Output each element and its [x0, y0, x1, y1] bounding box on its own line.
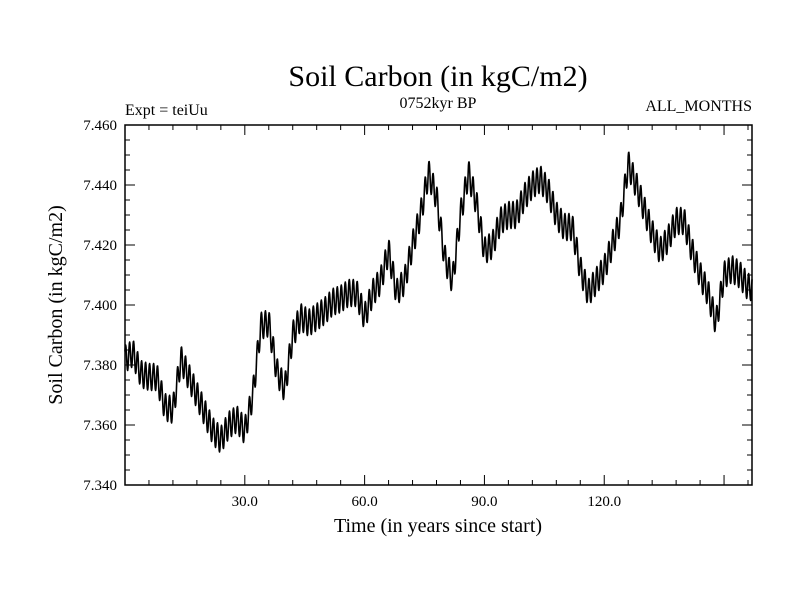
y-axis-label: Soil Carbon (in kgC/m2) — [45, 205, 67, 404]
y-tick-label: 7.400 — [83, 298, 117, 314]
x-tick-label: 30.0 — [232, 494, 258, 510]
x-axis-label: Time (in years since start) — [334, 515, 542, 537]
series-line-soil-carbon — [124, 151, 753, 453]
y-tick-label: 7.420 — [83, 238, 117, 254]
y-tick-label: 7.340 — [83, 478, 117, 494]
y-tick-label: 7.440 — [83, 178, 117, 194]
y-tick-label: 7.460 — [83, 118, 117, 134]
plot-area — [124, 151, 753, 453]
experiment-label: Expt = teiUu — [125, 102, 208, 119]
x-axis: 30.0 60.0 90.0 120.0 — [124, 125, 749, 510]
x-tick-label: 120.0 — [587, 494, 621, 510]
y-axis: 7.340 7.360 7.380 7.400 7.420 7.440 7.460 — [83, 118, 752, 494]
chart-title: Soil Carbon (in kgC/m2) — [288, 60, 587, 93]
period-label: 0752kyr BP — [400, 95, 477, 112]
months-label: ALL_MONTHS — [645, 98, 752, 115]
x-tick-label: 60.0 — [351, 494, 377, 510]
y-tick-label: 7.360 — [83, 418, 117, 434]
y-tick-label: 7.380 — [83, 358, 117, 374]
x-tick-label: 90.0 — [471, 494, 497, 510]
